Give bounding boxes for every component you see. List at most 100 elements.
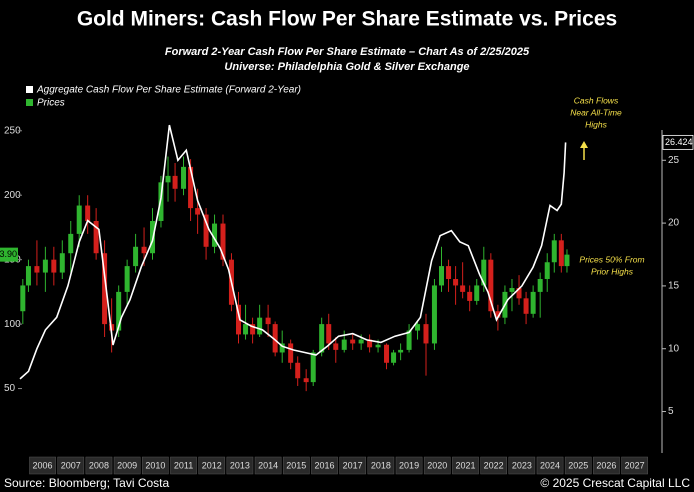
x-tick-box	[564, 456, 592, 475]
candle-body	[326, 324, 332, 344]
candle-body	[310, 352, 316, 383]
chart-subtitle: Forward 2-Year Cash Flow Per Share Estim…	[165, 46, 530, 58]
candle-body	[181, 166, 187, 189]
x-tick-label: 2025	[568, 460, 588, 470]
candle-body	[358, 339, 364, 344]
y-tick-label: 250	[4, 125, 21, 136]
cash-flow-line	[19, 124, 567, 380]
candle-body	[76, 205, 82, 234]
candle-body	[279, 343, 285, 353]
last-value-box	[662, 134, 694, 150]
annotation: Near All-Time	[570, 107, 622, 117]
candle-body	[523, 298, 529, 314]
x-tick-label: 2015	[286, 460, 306, 470]
x-tick-label: 2021	[455, 460, 475, 470]
x-tick-box	[423, 456, 451, 475]
y2-tick-label: 5	[668, 406, 674, 417]
candle-body	[212, 223, 218, 247]
x-tick-label: 2016	[314, 460, 334, 470]
legend-swatch	[26, 99, 33, 106]
x-tick-label: 2022	[484, 460, 504, 470]
x-tick-box	[536, 456, 564, 475]
y2-tick-label: 10	[668, 343, 680, 354]
candle-body	[375, 344, 381, 348]
x-tick-label: 2018	[371, 460, 391, 470]
x-tick-box	[395, 456, 423, 475]
chart-title: Gold Miners: Cash Flow Per Share Estimat…	[77, 8, 617, 31]
candle-body	[558, 240, 564, 267]
y2-tick-label: 20	[668, 218, 680, 229]
candle-body	[431, 285, 437, 344]
candle-body	[564, 254, 570, 267]
candle-body	[59, 253, 65, 273]
candle-body	[350, 339, 356, 344]
x-tick-label: 2011	[174, 460, 193, 470]
x-tick-label: 2013	[230, 460, 250, 470]
annotation: Prior Highs	[591, 266, 634, 276]
x-tick-box	[113, 456, 141, 475]
candle-body	[172, 175, 178, 189]
candle-body	[537, 279, 543, 292]
x-tick-label: 2023	[512, 460, 532, 470]
candle-body	[220, 223, 226, 260]
x-tick-box	[508, 456, 536, 475]
candle-body	[516, 288, 522, 299]
candle-body	[68, 233, 74, 254]
candle-body	[488, 259, 494, 312]
last-price-label: 153.90	[0, 249, 17, 259]
candle-body	[272, 324, 278, 353]
candle-body	[85, 205, 91, 221]
candle-body	[25, 266, 31, 286]
x-tick-box	[85, 456, 113, 475]
x-tick-label: 2012	[202, 460, 222, 470]
candle-body	[467, 291, 473, 301]
candle-body	[509, 288, 515, 292]
y-tick-label: 50	[4, 383, 16, 394]
candle-body	[141, 246, 147, 254]
x-tick-box	[170, 456, 197, 475]
candle-body	[495, 311, 501, 318]
candle-body	[203, 214, 209, 247]
x-tick-label: 2006	[33, 460, 53, 470]
x-tick-box	[254, 456, 282, 475]
candle-body	[20, 285, 26, 312]
plot-area: 5010015020025051015202520062007200820092…	[0, 85, 694, 475]
annotation: Prices 50% From	[579, 254, 644, 264]
candle-body	[295, 362, 301, 379]
candle-body	[406, 330, 412, 350]
candle-body	[165, 175, 171, 183]
candle-body	[398, 349, 404, 353]
candle-body	[51, 259, 57, 273]
legend-swatch	[26, 86, 33, 93]
candle-body	[116, 291, 122, 331]
candle-body	[236, 304, 242, 335]
candle-body	[460, 285, 466, 292]
candle-body	[391, 352, 397, 363]
candle-body	[265, 317, 271, 325]
y-tick-label: 200	[4, 190, 21, 201]
candle-body	[446, 266, 452, 279]
candle-body	[423, 324, 429, 344]
candle-body	[384, 344, 390, 363]
candle-body	[319, 324, 325, 353]
x-tick-box	[311, 456, 338, 475]
x-tick-box	[29, 456, 56, 475]
legend-label: Prices	[37, 98, 65, 109]
x-tick-label: 2027	[625, 460, 645, 470]
source: Source: Bloomberg; Tavi Costa	[4, 476, 170, 490]
y2-tick-label: 25	[668, 155, 680, 166]
x-tick-box	[480, 456, 508, 475]
candle-body	[551, 240, 557, 263]
copyright: © 2025 Crescat Capital LLC	[540, 476, 690, 490]
candle-body	[530, 291, 536, 314]
annotation: Highs	[585, 119, 607, 129]
y-tick-label: 100	[4, 319, 21, 330]
annotation-arrowhead	[580, 141, 588, 148]
x-tick-box	[367, 456, 395, 475]
x-tick-label: 2024	[540, 460, 560, 470]
x-tick-box	[57, 456, 85, 475]
candle-body	[102, 253, 108, 325]
x-tick-box	[141, 456, 169, 475]
